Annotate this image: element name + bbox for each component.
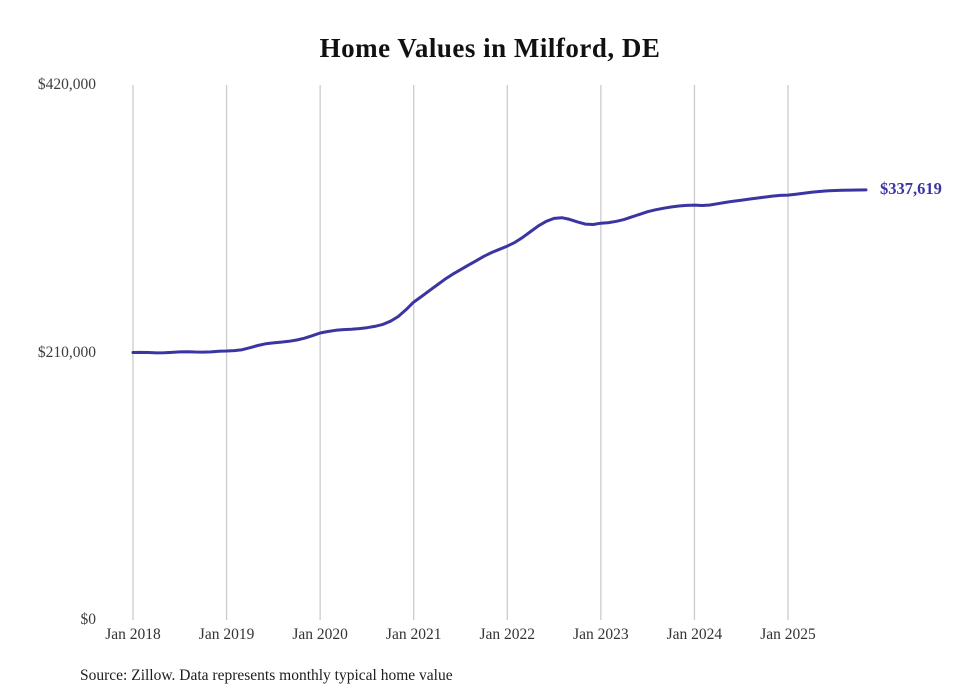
source-note: Source: Zillow. Data represents monthly …: [80, 667, 453, 684]
x-axis-tick-label: Jan 2019: [198, 626, 255, 643]
x-axis-tick-label: Jan 2023: [573, 626, 629, 643]
x-axis-tick-label: Jan 2025: [760, 626, 816, 643]
y-axis-tick-label: $210,000: [37, 344, 96, 361]
x-axis-tick-label: Jan 2018: [105, 626, 161, 643]
latest-value-label: $337,619: [879, 178, 942, 198]
y-axis-tick-label: $0: [80, 611, 97, 628]
value-line: [131, 188, 868, 355]
x-axis-tick-label: Jan 2020: [292, 626, 348, 643]
x-axis-tick-label: Jan 2021: [385, 626, 442, 643]
x-axis-tick-label: Jan 2022: [479, 626, 536, 643]
chart-title: Home Values in Milford, DE: [319, 33, 661, 63]
y-axis-tick-label: $420,000: [37, 76, 96, 93]
x-axis-tick-label: Jan 2024: [666, 626, 723, 643]
